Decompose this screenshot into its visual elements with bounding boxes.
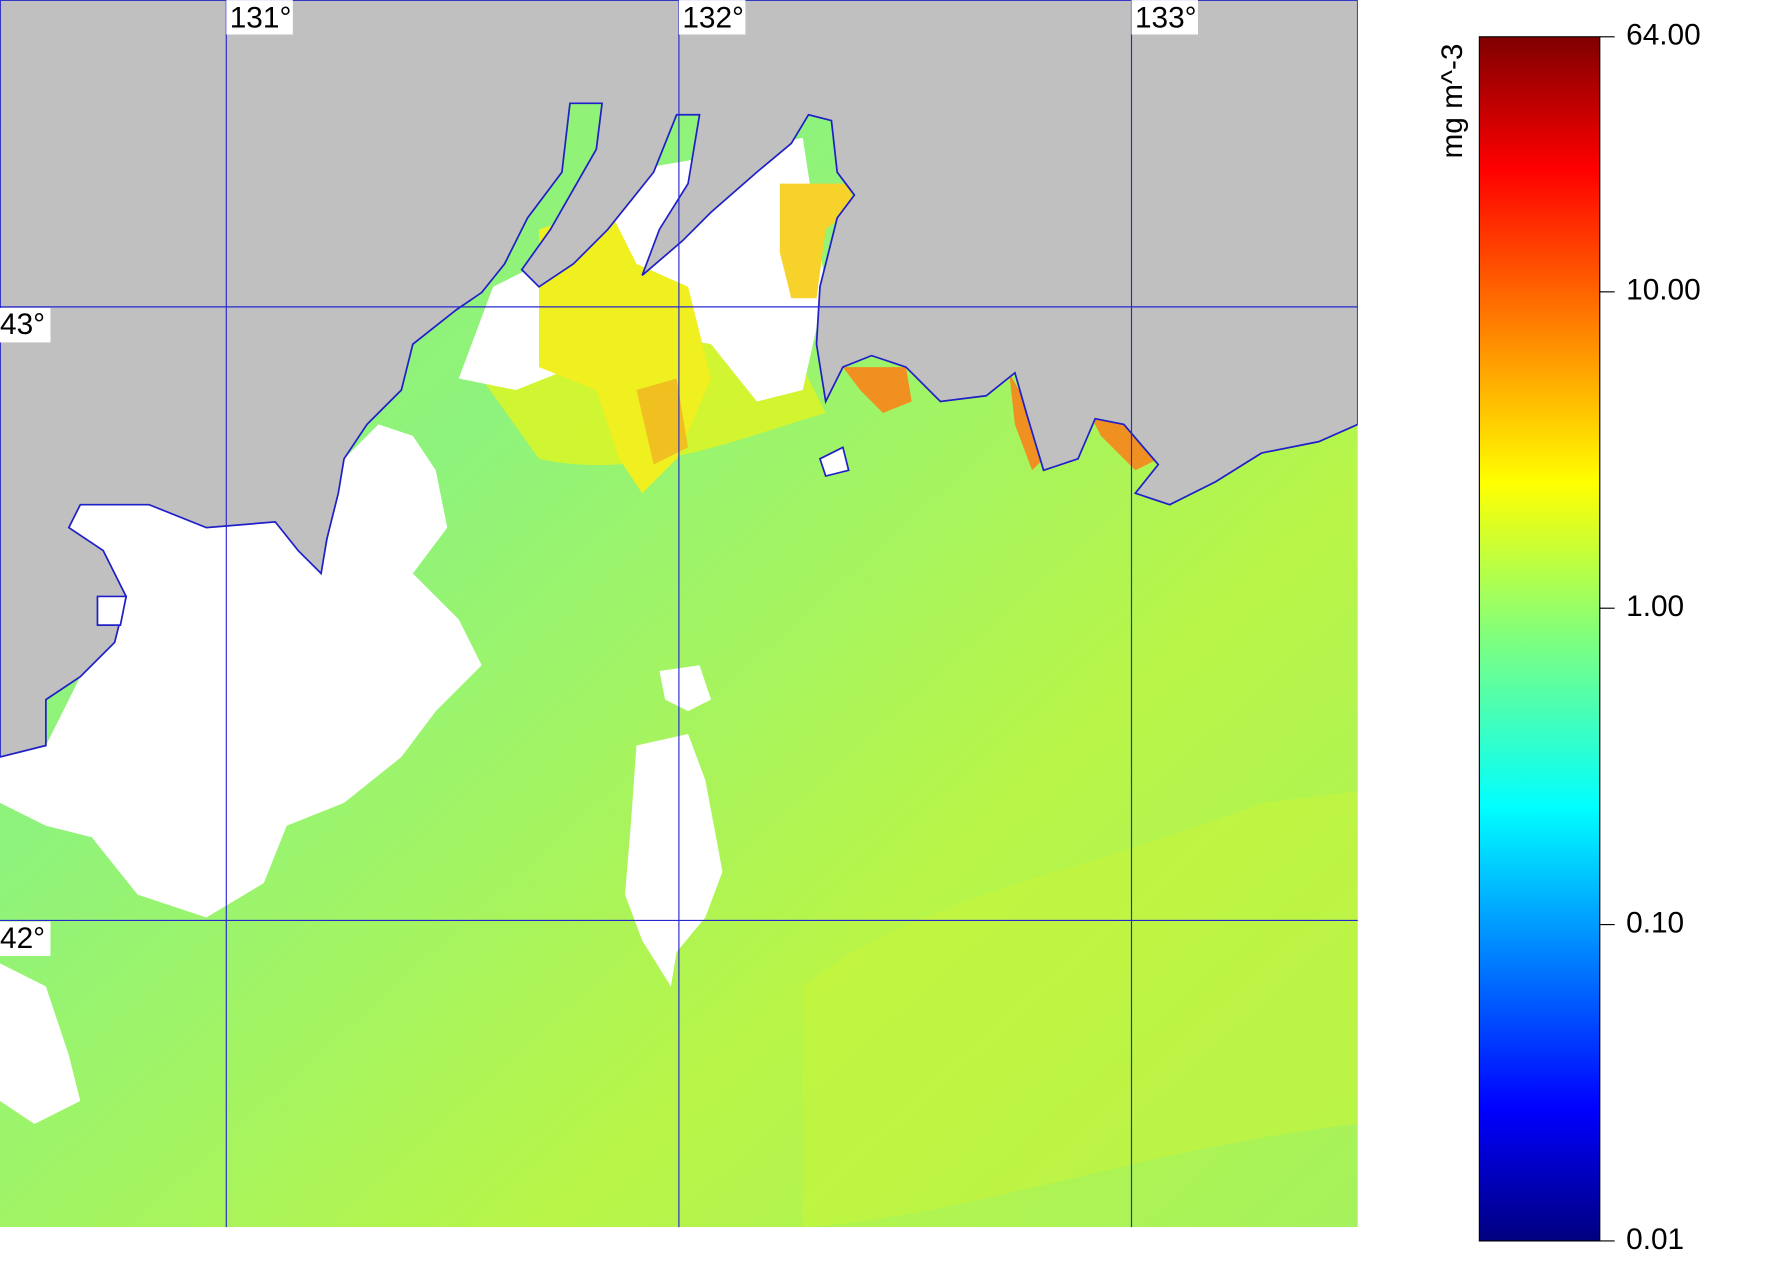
island (96, 595, 128, 626)
island (818, 446, 850, 478)
cloud (0, 424, 482, 918)
colorbar-tick-label: 1.00 (1626, 590, 1684, 623)
colorbar-tick-label: 64.00 (1626, 19, 1701, 52)
bloom (1089, 412, 1159, 471)
label-box (226, 0, 293, 35)
lat-label: 42° (0, 922, 45, 955)
cloud (625, 734, 723, 987)
lon-label: 131° (230, 1, 292, 34)
colorbar-label: mg m^-3 (1436, 44, 1469, 159)
colorbar-tick-label: 10.00 (1626, 274, 1701, 307)
lat-label: 43° (0, 308, 45, 341)
colorbar-tick-label: 0.01 (1626, 1223, 1684, 1256)
lon-label: 132° (682, 1, 744, 34)
bloom (636, 378, 689, 465)
lon-label: 133° (1135, 1, 1197, 34)
cloud (659, 665, 712, 712)
label-box (678, 0, 746, 35)
colorbar (1478, 36, 1601, 1242)
bloom (779, 183, 855, 299)
label-box (1131, 0, 1199, 35)
colorbar-tick-label: 0.10 (1626, 906, 1684, 939)
bloom (842, 367, 912, 413)
label-box (0, 308, 51, 343)
sea-tone (802, 791, 1358, 1228)
bloom (1009, 372, 1044, 471)
label-box (0, 921, 51, 956)
land (0, 0, 1358, 758)
cloud (0, 963, 81, 1124)
